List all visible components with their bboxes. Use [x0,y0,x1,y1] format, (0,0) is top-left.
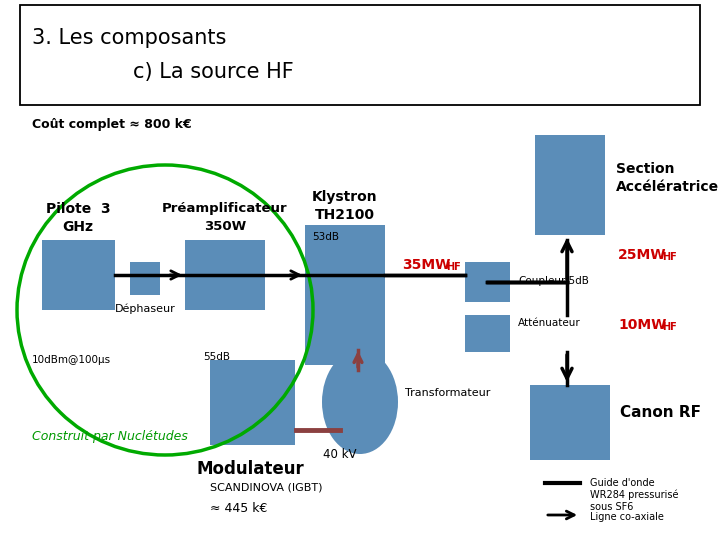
Bar [465,315,510,352]
Text: HF: HF [662,252,677,262]
Text: 40 kV: 40 kV [323,448,356,461]
Bar [185,240,265,310]
Text: Section: Section [616,162,675,176]
Bar [465,262,510,302]
Text: Canon RF: Canon RF [620,405,701,420]
Text: HF: HF [446,262,461,272]
Text: Préamplificateur: Préamplificateur [162,202,288,215]
Bar [42,240,115,310]
Text: 3. Les composants: 3. Les composants [32,28,226,48]
Bar [130,262,160,295]
Bar [20,5,700,105]
Text: Pilote  3: Pilote 3 [45,202,110,216]
Text: 53dB: 53dB [312,232,339,242]
Bar [210,360,295,445]
Text: 25MW: 25MW [618,248,667,262]
Text: HF: HF [662,322,677,332]
Text: SCANDINOVA (IGBT): SCANDINOVA (IGBT) [210,483,323,493]
Ellipse shape [322,350,398,454]
Text: Coupleur-5dB: Coupleur-5dB [518,276,589,286]
Text: Modulateur: Modulateur [196,460,304,478]
Text: Construit par Nuclétudes: Construit par Nuclétudes [32,430,188,443]
Bar [305,225,385,365]
Text: Déphaseur: Déphaseur [114,303,176,314]
Text: 350W: 350W [204,220,246,233]
Text: GHz: GHz [63,220,94,234]
Text: Atténuateur: Atténuateur [518,318,581,328]
Text: 10MW: 10MW [618,318,667,332]
Text: TH2100: TH2100 [315,208,375,222]
Text: Accélératrice: Accélératrice [616,180,719,194]
Text: Ligne co-axiale: Ligne co-axiale [590,512,664,522]
Bar [530,385,610,460]
Text: 35MW: 35MW [402,258,451,272]
Text: 10dBm@100µs: 10dBm@100µs [32,355,111,365]
Text: ≈ 445 k€: ≈ 445 k€ [210,502,267,515]
Text: c) La source HF: c) La source HF [80,62,294,82]
Text: Guide d'onde
WR284 pressurisé
sous SF6: Guide d'onde WR284 pressurisé sous SF6 [590,478,678,512]
Text: Transformateur: Transformateur [405,388,490,398]
Text: 55dB: 55dB [204,352,230,362]
Text: Coût complet ≈ 800 k€: Coût complet ≈ 800 k€ [32,118,192,131]
Text: Klystron: Klystron [312,190,378,204]
Bar [535,135,605,235]
